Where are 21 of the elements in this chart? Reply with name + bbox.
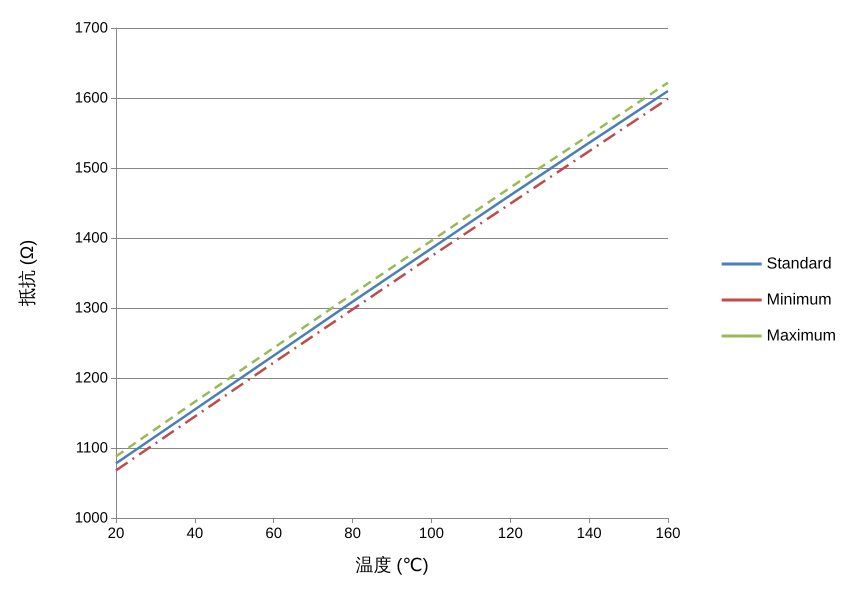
y-tick-label: 1400 xyxy=(74,230,108,246)
legend-label: Minimum xyxy=(766,292,832,308)
y-tick-label: 1600 xyxy=(74,90,108,106)
x-tick-label: 80 xyxy=(344,525,361,542)
legend-label: Standard xyxy=(766,256,832,272)
x-axis-title: 温度 (℃) xyxy=(355,555,429,575)
y-tick-label: 1300 xyxy=(74,300,108,316)
x-tick-label: 140 xyxy=(576,525,602,542)
y-axis-title: 抵抗 (Ω) xyxy=(17,240,37,308)
x-tick-label: 60 xyxy=(265,525,282,542)
x-tick-label: 160 xyxy=(655,525,681,542)
y-tick-label: 1100 xyxy=(76,440,108,456)
y-tick-label: 1200 xyxy=(74,370,108,386)
x-tick-label: 40 xyxy=(186,525,204,542)
x-tick-label: 20 xyxy=(108,525,124,542)
y-tick-label: 1700 xyxy=(74,20,108,36)
y-tick-label: 1500 xyxy=(74,160,108,176)
legend-label: Maximum xyxy=(766,328,836,344)
y-tick-label: 1000 xyxy=(74,510,108,526)
x-tick-label: 100 xyxy=(418,525,444,542)
x-tick-label: 120 xyxy=(498,525,523,542)
